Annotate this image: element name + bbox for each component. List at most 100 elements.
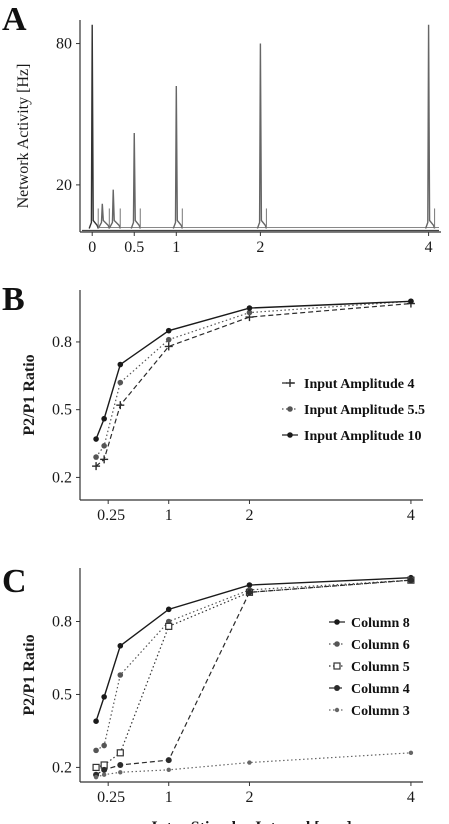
y-tick-label: 0.5 (52, 686, 72, 703)
legend-label: Input Amplitude 5.5 (304, 403, 425, 418)
legend-swatch-marker (334, 685, 340, 691)
activity-peak (130, 133, 141, 229)
x-axis-label-end: ] (342, 819, 351, 824)
y-tick-label: 0.2 (52, 759, 72, 776)
data-point (101, 766, 108, 773)
y-axis-label: P2/P1 Ratio (21, 354, 38, 435)
data-point (408, 750, 414, 756)
ratio-plot-column: 0.2 0.5 0.8 0.25 1 2 4 P2/P1 Ratio Column 8 Colum… (21, 568, 423, 824)
legend-label: Input Amplitude 10 (304, 429, 421, 444)
data-point (165, 336, 172, 343)
legend-label: Input Amplitude 4 (304, 377, 414, 392)
x-tick-label: 2 (245, 789, 253, 806)
series-4 (93, 577, 414, 778)
x-axis-label-main: Inter-Stimulus Interval [τ (151, 819, 327, 824)
data-point (407, 577, 414, 584)
data-point (101, 742, 107, 749)
data-point (93, 774, 99, 780)
legend-swatch-marker (334, 707, 340, 713)
data-point (165, 622, 173, 630)
data-point (117, 672, 124, 678)
activity-peak (108, 189, 121, 229)
y-tick-label: 0.8 (52, 334, 72, 351)
data-point (100, 455, 109, 464)
x-tick-label: 1 (165, 507, 173, 524)
data-point (101, 415, 107, 422)
data-point (117, 761, 124, 768)
data-point (93, 718, 99, 725)
data-point (93, 436, 99, 442)
y-tick-label: 0.5 (52, 402, 72, 419)
y-tick-label: 80 (56, 36, 72, 53)
data-point (118, 770, 123, 775)
x-tick-label: 1 (172, 239, 180, 256)
data-point (101, 772, 107, 777)
series-5 (93, 750, 414, 780)
x-axis-label: Inter-Stimulus Interval [τrec ] (151, 819, 351, 824)
data-point (408, 298, 414, 305)
activity-peak (88, 24, 99, 229)
activity-peak (172, 85, 183, 229)
data-point (116, 401, 125, 410)
data-point (164, 342, 173, 351)
y-axis-label: P2/P1 Ratio (21, 634, 38, 715)
legend-swatch-marker (334, 641, 340, 647)
series-line (95, 577, 411, 722)
panel-label-b: B (2, 281, 25, 318)
legend-swatch-marker (287, 406, 293, 412)
data-point (117, 379, 124, 386)
x-tick-label: 0.25 (97, 789, 125, 806)
activity-plot: 20 80 0 0.5 1 2 4 Network Activity [Hz] (15, 20, 441, 256)
legend-swatch-marker (334, 619, 340, 625)
data-point (246, 589, 253, 596)
data-point (116, 749, 124, 757)
data-point (92, 462, 101, 471)
legend-label: Column 6 (351, 638, 410, 653)
panel-b: B 0.2 0.5 0.8 0.25 1 2 4 P2/P1 Ratio Input Ampli… (2, 281, 425, 524)
data-point (246, 309, 253, 316)
panel-a: A 20 80 0 0.5 1 2 4 Network Activity [Hz] (2, 1, 441, 256)
data-point (166, 767, 171, 773)
data-point (117, 643, 124, 649)
data-point (165, 327, 172, 334)
legend-swatch-marker (286, 379, 294, 387)
y-axis-label: Network Activity [Hz] (15, 64, 32, 209)
series-3 (93, 298, 414, 442)
legend-label: Column 3 (351, 704, 410, 719)
legend-label: Column 8 (351, 616, 410, 631)
activity-peak (97, 203, 110, 229)
data-point (92, 763, 100, 772)
series-line (95, 302, 411, 467)
legend-swatch-marker (333, 662, 341, 670)
x-tick-label: 1 (165, 789, 173, 806)
data-point (165, 757, 172, 764)
series-line (95, 579, 411, 768)
x-tick-label: 0.25 (97, 507, 125, 524)
legend: Column 8 Column 6 Column 5 Column 4 Column 3 (329, 616, 410, 719)
y-tick-label: 20 (56, 177, 72, 194)
series-line (95, 579, 411, 776)
legend: Input Amplitude 4 Input Amplitude 5.5 Inpu… (282, 377, 425, 444)
data-point (117, 361, 124, 368)
activity-peak (256, 43, 268, 229)
activity-peak (424, 24, 436, 229)
data-point (101, 694, 107, 700)
x-tick-label: 4 (425, 239, 433, 256)
y-tick-label: 0.8 (52, 614, 72, 631)
x-tick-label: 2 (256, 239, 264, 256)
data-point (247, 760, 252, 765)
y-tick-label: 0.2 (52, 469, 72, 486)
data-point (165, 606, 172, 613)
data-point (101, 443, 107, 449)
series-line (95, 300, 411, 440)
data-point (246, 305, 253, 311)
legend-label: Column 4 (351, 682, 410, 697)
series-1 (93, 574, 414, 725)
ratio-plot-amplitude: 0.2 0.5 0.8 0.25 1 2 4 P2/P1 Ratio Input Amplitu… (21, 290, 425, 524)
x-tick-label: 0.5 (124, 239, 144, 256)
panel-label-a: A (2, 1, 27, 38)
data-point (93, 454, 99, 460)
x-tick-label: 4 (407, 789, 415, 806)
